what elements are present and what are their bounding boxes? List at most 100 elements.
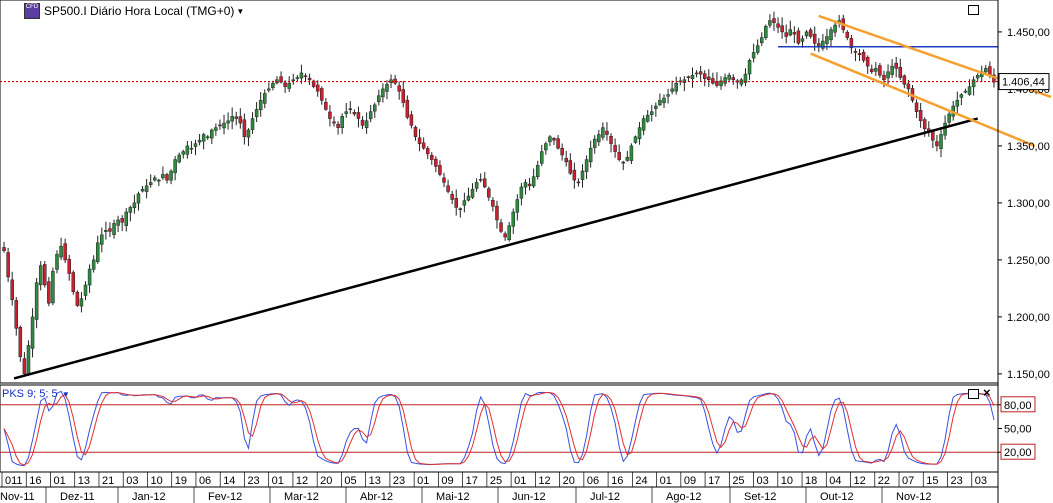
candle-body (971, 79, 976, 88)
candle-body (755, 45, 760, 53)
price-pane[interactable] (0, 0, 1052, 384)
candle-body (902, 75, 907, 85)
candle-body (694, 72, 699, 75)
candle-body (788, 29, 793, 36)
candle-body (385, 84, 389, 92)
candle-body (650, 111, 654, 115)
candle-body (181, 151, 186, 155)
candle-body (34, 282, 39, 320)
candle-body (601, 127, 605, 138)
candle-body (491, 199, 495, 207)
candle-body (336, 123, 340, 128)
candle-body (527, 183, 532, 187)
candle-body (47, 281, 51, 304)
candle-body (617, 152, 621, 160)
price-tick-label: 1.150,00 (1007, 369, 1050, 381)
candle-body (466, 195, 471, 201)
current-price-box (998, 73, 1050, 91)
candle-body (413, 126, 418, 138)
candle-body (136, 193, 141, 204)
candle-body (446, 185, 450, 192)
day-label: 20 (563, 475, 575, 487)
maximize-icon[interactable] (968, 5, 979, 15)
candle-body (51, 271, 55, 304)
candle-body (30, 316, 35, 349)
candle-body (263, 93, 267, 104)
candle-body (861, 51, 866, 61)
candle-body (772, 18, 776, 24)
channel-lower-line (810, 52, 1036, 148)
day-label: 12 (296, 475, 308, 487)
candle-body (943, 122, 947, 136)
candle-body (405, 99, 410, 118)
day-label: 25 (732, 475, 744, 487)
candle-body (890, 65, 894, 75)
candle-body (531, 176, 536, 187)
candle-body (576, 181, 581, 184)
candle-body (75, 291, 80, 306)
candle-body (747, 60, 752, 75)
candle-body (686, 76, 691, 78)
day-label: 14 (223, 475, 235, 487)
candle-body (478, 179, 483, 181)
candle-body (609, 135, 613, 144)
candle-body (307, 77, 312, 81)
day-label: 18 (805, 475, 817, 487)
candle-body (83, 284, 88, 296)
candle-body (10, 279, 14, 301)
candle-body (898, 66, 903, 78)
month-label: Nov-12 (896, 491, 931, 503)
candle-body (592, 138, 597, 148)
candle-body (658, 100, 662, 106)
day-label: 06 (199, 475, 211, 487)
close-icon[interactable]: × (983, 385, 991, 400)
candle-body (425, 148, 430, 155)
month-label: Out-12 (820, 491, 854, 503)
indicator-tick-label: 20,00 (1004, 447, 1032, 459)
candle-body (462, 200, 467, 206)
day-label: 17 (466, 475, 478, 487)
candle-body (523, 182, 528, 188)
candle-body (328, 111, 332, 119)
chevron-down-icon[interactable]: ▼ (59, 389, 70, 399)
month-label: Fev-12 (208, 491, 242, 503)
candle-body (43, 264, 47, 286)
candle-body (780, 25, 784, 33)
indicator-tick-label: 50,00 (1004, 424, 1032, 436)
candle-body (914, 102, 919, 112)
candle-body (556, 138, 560, 149)
candle-body (633, 136, 638, 143)
candle-body (548, 136, 552, 143)
day-label: 16 (29, 475, 41, 487)
candle-body (165, 174, 169, 181)
month-label: Nov-11 (0, 491, 35, 503)
candle-body (397, 85, 401, 92)
candle-body (218, 124, 222, 127)
indicator-level-box (1000, 443, 1036, 460)
day-label: 011 (5, 475, 23, 487)
candle-body (776, 23, 780, 28)
candle-body (303, 75, 308, 78)
candle-body (104, 230, 108, 232)
candle-body (804, 31, 809, 37)
candle-body (564, 158, 568, 163)
candle-body (984, 68, 988, 73)
candle-body (723, 77, 727, 84)
candle-body (613, 145, 617, 152)
candle-body (373, 104, 377, 112)
day-label: 01 (53, 475, 65, 487)
candle-body (487, 188, 491, 198)
candle-body (474, 182, 479, 189)
candle-body (287, 82, 291, 89)
candle-body (132, 202, 137, 209)
candle-body (560, 147, 564, 156)
candle-body (189, 147, 194, 150)
month-label: Jun-12 (512, 491, 546, 503)
candle-body (878, 65, 882, 76)
indicator-maximize-icon[interactable] (968, 389, 979, 399)
stochastic-pane[interactable] (0, 384, 999, 473)
candle-body (784, 32, 788, 37)
chevron-down-icon[interactable]: ▼ (236, 6, 245, 16)
candle-body (157, 179, 161, 182)
